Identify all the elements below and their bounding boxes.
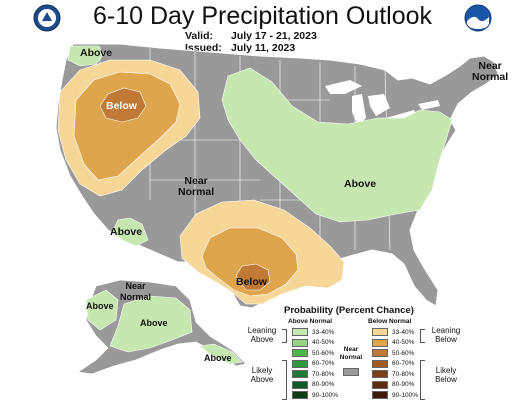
- valid-dates: July 17 - 21, 2023: [231, 30, 317, 42]
- legend-above-swatch: [292, 391, 308, 399]
- noaa-logo-icon: [464, 4, 492, 32]
- legend-above-swatch: [292, 328, 308, 336]
- legend-above-row: 70-80%: [292, 369, 334, 379]
- legend: Probability (Percent Chance) Above Norma…: [236, 300, 524, 404]
- legend-below-row: 33-40%: [372, 327, 414, 337]
- label-ak-above-south: Above: [140, 318, 168, 328]
- legend-below-swatch: [372, 359, 388, 368]
- legend-above-swatch: [292, 338, 308, 347]
- legend-below-row: 40-50%: [372, 338, 414, 348]
- brace-likely-below: [420, 360, 425, 400]
- legend-above-swatch: [292, 370, 308, 378]
- brace-likely-above: [282, 360, 287, 400]
- below-west-40-50: [73, 71, 181, 181]
- label-tx-below: Below: [236, 276, 267, 288]
- legend-below-row: 80-90%: [372, 380, 414, 390]
- label-east-above: Above: [344, 178, 377, 190]
- legend-above-label: 33-40%: [312, 328, 335, 336]
- label-sw-above: Above: [110, 226, 143, 238]
- legend-title: Probability (Percent Chance): [284, 305, 414, 316]
- valid-label: Valid:: [185, 30, 214, 42]
- legend-above-swatch: [292, 349, 308, 357]
- below-tx-50-60: [235, 263, 271, 291]
- issued-date: July 11, 2023: [231, 42, 296, 54]
- legend-below-swatch: [372, 370, 388, 378]
- legend-below-swatch: [372, 391, 388, 399]
- above-east-region: [221, 67, 453, 223]
- label-west-below: Below: [106, 100, 137, 112]
- legend-below-label: 40-50%: [392, 339, 415, 346]
- above-nw-region: [67, 45, 105, 67]
- legend-above-row: 90-100%: [292, 390, 338, 400]
- legend-above-label: 80-90%: [312, 381, 335, 388]
- legend-above-row: 33-40%: [292, 327, 334, 337]
- legend-above-label: 90-100%: [312, 391, 339, 399]
- legend-below-label: 90-100%: [392, 391, 419, 399]
- legend-near-normal-label: Near Normal: [339, 346, 363, 361]
- legend-above-swatch: [292, 380, 308, 389]
- legend-above-label: 50-60%: [312, 349, 335, 357]
- legend-above-label: 70-80%: [312, 370, 335, 378]
- legend-above-row: 50-60%: [292, 348, 334, 358]
- label-center-near-normal: Near Normal: [178, 175, 215, 198]
- legend-likely-above: Likely Above: [250, 366, 274, 384]
- legend-above-label: 40-50%: [312, 339, 335, 346]
- legend-below-label: 70-80%: [392, 370, 415, 378]
- legend-below-label: 33-40%: [392, 328, 415, 336]
- legend-below-label: 80-90%: [392, 381, 415, 388]
- legend-below-label: 50-60%: [392, 349, 415, 357]
- legend-leaning-below: Leaning Below: [431, 326, 461, 344]
- label-ak-above-panhandle: Above: [204, 353, 232, 363]
- brace-leaning-above: [282, 329, 287, 343]
- brace-leaning-below: [420, 329, 425, 343]
- ak-above-panhandle: [199, 343, 243, 365]
- legend-below-swatch: [372, 338, 388, 347]
- below-tx-40-50: [201, 227, 299, 297]
- label-nw-above: Above: [80, 47, 113, 59]
- legend-above-swatch: [292, 359, 308, 368]
- legend-near-normal-swatch: [343, 368, 359, 376]
- map-title: 6-10 Day Precipitation Outlook: [92, 2, 433, 30]
- legend-above-row: 80-90%: [292, 380, 334, 390]
- great-lakes: [325, 80, 440, 126]
- legend-likely-below: Likely Below: [435, 366, 457, 384]
- ak-above-south: [109, 295, 193, 353]
- legend-above-row: 40-50%: [292, 338, 334, 348]
- legend-below-swatch: [372, 328, 388, 336]
- doc-seal-icon: [33, 4, 61, 32]
- legend-leaning-above: Leaning Above: [247, 326, 277, 344]
- legend-above-label: 60-70%: [312, 360, 335, 367]
- label-ak-above-west: Above: [86, 301, 114, 311]
- legend-above-row: 60-70%: [292, 359, 334, 369]
- legend-below-swatch: [372, 380, 388, 389]
- legend-below-label: 60-70%: [392, 360, 415, 367]
- legend-below-row: 90-100%: [372, 390, 418, 400]
- below-west-50-60: [99, 87, 147, 123]
- legend-below-row: 50-60%: [372, 348, 414, 358]
- legend-above-head: Above Normal: [288, 318, 333, 325]
- above-sw-region: [111, 217, 149, 247]
- legend-below-head: Below Normal: [368, 318, 412, 325]
- legend-below-row: 70-80%: [372, 369, 414, 379]
- label-ne-near-normal: Near Normal: [472, 60, 509, 83]
- ak-above-west: [85, 289, 119, 331]
- legend-below-swatch: [372, 349, 388, 357]
- label-ak-near-normal: Near Normal: [120, 281, 152, 302]
- legend-below-row: 60-70%: [372, 359, 414, 369]
